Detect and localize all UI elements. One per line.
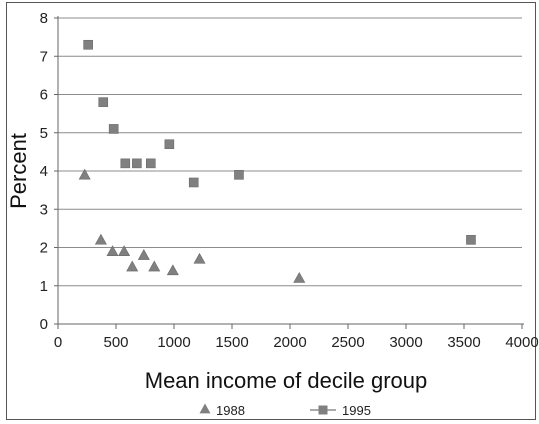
- legend-1988-triangle-marker: [199, 403, 211, 414]
- y-tick-label: 8: [40, 10, 48, 27]
- x-tick-label: 3000: [389, 334, 422, 351]
- y-tick-label: 3: [40, 201, 48, 218]
- point-1995: [466, 235, 476, 245]
- point-1988: [94, 233, 107, 245]
- legend-1995-square-marker: [318, 405, 328, 415]
- x-tick-label: 4000: [505, 334, 538, 351]
- y-tick-label: 2: [40, 240, 48, 257]
- point-1988: [193, 252, 206, 264]
- point-1995: [98, 97, 109, 107]
- x-tick-label: 2000: [273, 334, 306, 351]
- y-tick-label: 4: [40, 163, 48, 180]
- point-1988: [78, 168, 91, 180]
- y-axis-title: Percent: [6, 133, 31, 209]
- x-tick-label: 3500: [447, 334, 480, 351]
- x-tick-label: 500: [103, 334, 128, 351]
- legend-1988-label: 1988: [216, 403, 245, 418]
- point-1988: [106, 245, 119, 257]
- point-1988: [293, 271, 306, 283]
- point-1988: [126, 260, 139, 272]
- x-tick-label: 2500: [331, 334, 364, 351]
- point-1988: [118, 245, 131, 257]
- point-1995: [164, 139, 175, 150]
- y-tick-label: 1: [40, 278, 48, 295]
- y-tick-label: 5: [40, 125, 48, 142]
- point-1995: [83, 39, 93, 50]
- y-tick-label: 0: [40, 316, 48, 333]
- point-1988: [148, 260, 161, 272]
- point-1995: [146, 158, 156, 169]
- point-1995: [132, 158, 142, 169]
- grid-layer: [58, 17, 522, 287]
- point-1988: [166, 264, 179, 276]
- chart-frame: [6, 2, 536, 420]
- point-1995: [108, 124, 119, 134]
- y-tick-label: 7: [40, 48, 48, 65]
- point-1995: [234, 170, 244, 180]
- x-axis-title: Mean income of decile group: [145, 368, 428, 393]
- axes: [57, 16, 524, 325]
- point-1995: [188, 177, 199, 188]
- legend: 1988 1995: [199, 403, 371, 418]
- point-1995: [120, 158, 131, 169]
- x-tick-label: 0: [54, 334, 62, 351]
- x-tick-labels: 0 500 1000 1500 2000 2500 3000 3500 4000: [54, 324, 539, 351]
- x-tick-label: 1000: [157, 334, 190, 351]
- y-tick-label: 6: [40, 87, 48, 104]
- data-points: [78, 39, 476, 283]
- y-tick-labels: 0 1 2 3 4 5 6 7 8: [40, 10, 58, 333]
- x-tick-label: 1500: [215, 334, 248, 351]
- point-1988: [137, 249, 150, 260]
- legend-1995-label: 1995: [342, 403, 371, 418]
